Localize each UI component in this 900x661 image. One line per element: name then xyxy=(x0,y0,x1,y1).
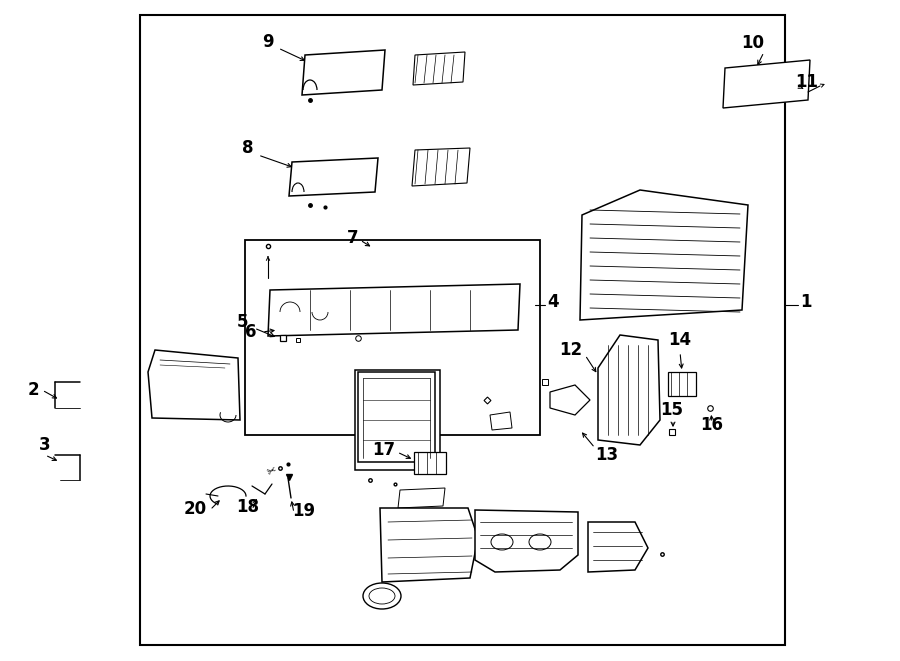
Ellipse shape xyxy=(529,534,551,550)
Bar xyxy=(414,452,446,474)
Text: 9: 9 xyxy=(262,33,274,51)
Text: 20: 20 xyxy=(184,500,207,518)
Bar xyxy=(245,240,540,435)
Polygon shape xyxy=(598,335,660,445)
Polygon shape xyxy=(380,508,478,582)
Polygon shape xyxy=(358,372,435,462)
Ellipse shape xyxy=(491,534,513,550)
Text: 8: 8 xyxy=(242,139,254,157)
Polygon shape xyxy=(588,522,648,572)
Polygon shape xyxy=(398,488,445,508)
Text: 2: 2 xyxy=(27,381,39,399)
Text: 1: 1 xyxy=(800,293,812,311)
Text: 10: 10 xyxy=(742,34,764,52)
Ellipse shape xyxy=(371,247,399,257)
Text: 7: 7 xyxy=(346,229,358,247)
Polygon shape xyxy=(405,252,435,282)
Polygon shape xyxy=(268,284,520,336)
Text: 19: 19 xyxy=(292,502,315,520)
Polygon shape xyxy=(302,50,385,95)
Polygon shape xyxy=(148,350,240,420)
Ellipse shape xyxy=(406,247,434,257)
Text: 16: 16 xyxy=(700,416,724,434)
Text: 17: 17 xyxy=(372,441,395,459)
Polygon shape xyxy=(412,148,470,186)
Text: 18: 18 xyxy=(237,498,259,516)
Polygon shape xyxy=(475,510,578,572)
Polygon shape xyxy=(550,385,590,415)
Bar xyxy=(355,370,440,470)
Polygon shape xyxy=(413,52,465,85)
Text: 12: 12 xyxy=(559,341,582,359)
Text: 11: 11 xyxy=(795,73,818,91)
Ellipse shape xyxy=(363,583,401,609)
Bar xyxy=(668,372,696,396)
Polygon shape xyxy=(580,190,748,320)
Ellipse shape xyxy=(373,278,397,286)
Bar xyxy=(140,15,785,645)
Text: 5: 5 xyxy=(236,313,248,331)
Text: 4: 4 xyxy=(547,293,559,311)
Text: ✂: ✂ xyxy=(266,465,278,479)
Text: 3: 3 xyxy=(40,436,50,454)
Text: 15: 15 xyxy=(661,401,683,419)
Polygon shape xyxy=(490,412,512,430)
Text: 14: 14 xyxy=(669,331,691,349)
Text: 13: 13 xyxy=(595,446,618,464)
Polygon shape xyxy=(289,158,378,196)
Polygon shape xyxy=(723,60,810,108)
Polygon shape xyxy=(370,252,400,282)
Ellipse shape xyxy=(408,278,432,286)
Text: 6: 6 xyxy=(245,323,256,341)
